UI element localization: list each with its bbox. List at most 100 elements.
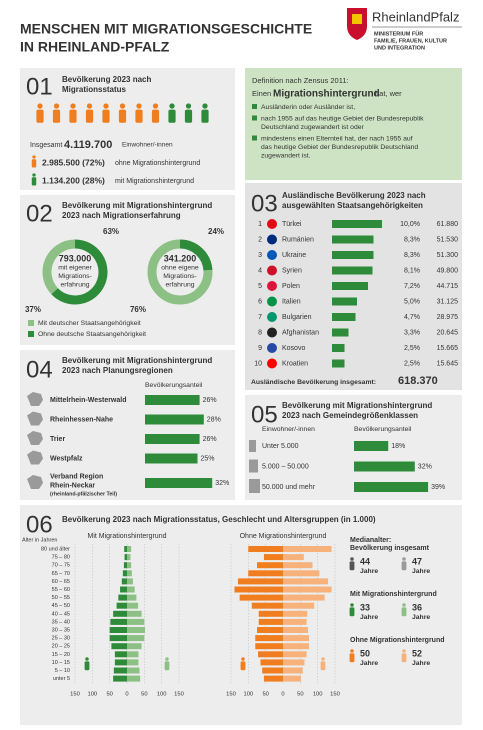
age-label: 30 – 35	[52, 627, 70, 633]
median-unit: Jahre	[360, 568, 378, 575]
rank: 7	[258, 314, 262, 321]
median-title: Medianalter:	[350, 537, 391, 544]
bar	[124, 546, 127, 552]
page-title: MENSCHEN MIT MIGRATIONSGESCHICHTE	[20, 21, 312, 37]
person-icon	[185, 103, 192, 109]
definition-title: Definition nach Zensus 2011:	[252, 76, 349, 85]
page-title: IN RHEINLAND-PFALZ	[20, 39, 170, 55]
country: Kroatien	[282, 360, 308, 367]
person-icon	[37, 103, 43, 109]
age-label: 25 – 30	[52, 636, 70, 642]
count-label: 31.125	[437, 298, 459, 305]
section-number: 02	[26, 200, 53, 227]
country: Ukraine	[282, 252, 306, 259]
share-label: 18%	[391, 443, 405, 450]
bar	[127, 618, 145, 625]
share-label: 3,3%	[404, 329, 420, 336]
share-label: 26%	[203, 436, 217, 443]
region-map	[27, 475, 43, 489]
size-class: 50.000 und mehr	[262, 484, 316, 491]
bar	[127, 610, 142, 617]
median-title: Bevölkerung insgesamt	[350, 545, 430, 552]
flag	[267, 234, 277, 245]
x-tick-label: 50	[297, 692, 303, 698]
donut-center: 793.000	[59, 253, 92, 263]
country: Italien	[282, 298, 301, 305]
bar	[258, 618, 283, 625]
count-label: 20.645	[437, 329, 459, 336]
flag	[267, 312, 277, 322]
median-value: 52	[412, 648, 422, 658]
status-label: mit Migrationshintergrund	[115, 178, 194, 185]
region-map	[27, 392, 43, 406]
bar	[354, 441, 389, 451]
median-value: 33	[360, 602, 370, 612]
age-label: 70 – 75	[52, 563, 70, 569]
age-label: 15 – 20	[52, 652, 70, 658]
share-label: 8,3%	[404, 236, 420, 243]
donut-center: Migrations-	[163, 273, 197, 280]
rank: 8	[258, 329, 262, 336]
country: Polen	[282, 283, 300, 290]
region-name: Mittelrhein-Westerwald	[50, 397, 127, 404]
section-number: 04	[26, 356, 53, 383]
bar	[237, 578, 283, 585]
bar	[262, 667, 283, 674]
share-label: 39%	[431, 484, 445, 491]
flag	[267, 281, 277, 291]
section-title: Bevölkerung mit Migrationshintergrund	[62, 356, 212, 365]
section-title: Bevölkerung mit Migrationshintergrund	[282, 401, 432, 410]
status-value: 2.985.500 (72%)	[42, 157, 105, 167]
person-icon	[53, 103, 60, 109]
column-header: Bevölkerungsanteil	[354, 426, 412, 433]
bar	[127, 554, 131, 561]
count-label: 15.645	[437, 360, 459, 367]
section-title: Bevölkerung 2023 nach	[62, 75, 151, 84]
bar	[113, 675, 127, 682]
pyramid-title: Ohne Migrationshintergrund	[240, 533, 327, 540]
person-icon	[350, 649, 354, 653]
rank: 1	[258, 221, 262, 228]
bar	[127, 562, 132, 569]
region-name: Trier	[50, 436, 65, 443]
age-label: 65 – 70	[52, 571, 70, 577]
bar	[122, 570, 127, 577]
age-label: 5 – 10	[55, 668, 70, 674]
bar	[116, 602, 127, 609]
ministry-text: UND INTEGRATION	[374, 45, 425, 51]
bar	[283, 570, 320, 577]
share-label: 32%	[215, 480, 229, 487]
section-title: Bevölkerung 2023 nach Migrationsstatus, …	[62, 515, 376, 524]
person-icon	[168, 109, 176, 123]
donut-segment	[179, 239, 213, 271]
median-unit: Jahre	[360, 660, 378, 667]
bar	[332, 282, 368, 290]
bar	[127, 586, 135, 593]
ministry-text: FAMILIE, FRAUEN, KULTUR	[374, 38, 447, 44]
region-name: Verband Region	[50, 473, 103, 480]
x-tick-label: 50	[262, 692, 268, 698]
bar	[255, 635, 283, 642]
bar	[258, 651, 283, 658]
flag	[267, 343, 277, 353]
share-label: 10,0%	[400, 221, 420, 228]
donut-segment	[51, 239, 108, 305]
bar	[109, 635, 127, 642]
section-number: 06	[26, 511, 53, 538]
building-icon	[249, 440, 256, 452]
bar	[121, 578, 127, 585]
total-unit: Einwohner/-innen	[122, 142, 173, 149]
person-icon	[118, 109, 127, 123]
bar	[354, 461, 415, 472]
rank: 2	[258, 236, 262, 243]
bar	[127, 675, 141, 682]
median-unit: Jahre	[360, 614, 378, 621]
bar	[283, 554, 304, 561]
donut-label: 63%	[103, 227, 119, 236]
count-label: 51.530	[437, 236, 459, 243]
region-map	[27, 431, 43, 445]
bar	[239, 594, 283, 601]
person-icon	[32, 155, 36, 159]
share-label: 8,1%	[404, 267, 420, 274]
section-box	[20, 68, 235, 190]
